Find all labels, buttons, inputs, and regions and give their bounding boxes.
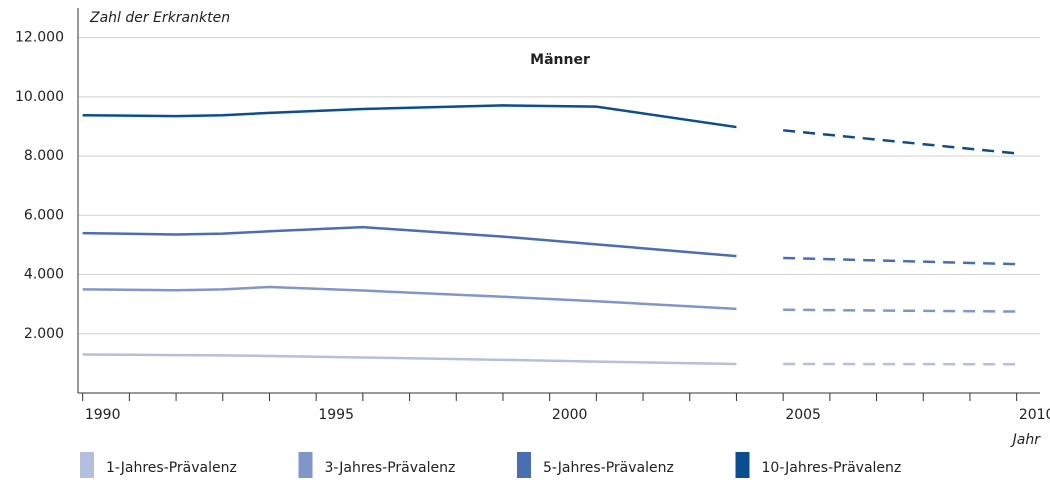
y-tick-label: 8.000 xyxy=(24,148,64,164)
legend-swatch xyxy=(80,452,94,478)
series-line xyxy=(82,104,737,129)
y-tick-label: 6.000 xyxy=(24,207,64,223)
legend-swatch xyxy=(517,452,531,478)
legend-swatch xyxy=(735,452,750,478)
projection-line xyxy=(783,256,1017,266)
y-tick-label: 4.000 xyxy=(24,267,64,283)
legend-label: 3-Jahres-Prävalenz xyxy=(325,460,456,476)
x-tick-label: 1990 xyxy=(85,407,121,423)
y-tick-label: 12.000 xyxy=(15,30,64,46)
x-tick-label: 1995 xyxy=(318,407,354,423)
series-line xyxy=(82,285,737,311)
projection-line xyxy=(783,129,1017,155)
legend-swatch xyxy=(298,452,313,478)
legend-label: 1-Jahres-Prävalenz xyxy=(106,460,237,476)
x-axis-label: Jahr xyxy=(1010,432,1042,448)
x-tick-label: 2000 xyxy=(552,407,588,423)
chart-title: Männer xyxy=(530,52,590,68)
x-tick-label: 2010 xyxy=(1019,407,1050,423)
y-axis-label: Zahl der Erkrankten xyxy=(89,10,230,26)
projection-line xyxy=(783,308,1017,313)
y-tick-label: 2.000 xyxy=(24,326,64,342)
legend-label: 5-Jahres-Prävalenz xyxy=(543,460,674,476)
series-line xyxy=(82,353,737,366)
series-line xyxy=(82,225,737,258)
y-tick-label: 10.000 xyxy=(15,89,64,105)
legend-label: 10-Jahres-Prävalenz xyxy=(762,460,902,476)
x-tick-label: 2005 xyxy=(785,407,821,423)
